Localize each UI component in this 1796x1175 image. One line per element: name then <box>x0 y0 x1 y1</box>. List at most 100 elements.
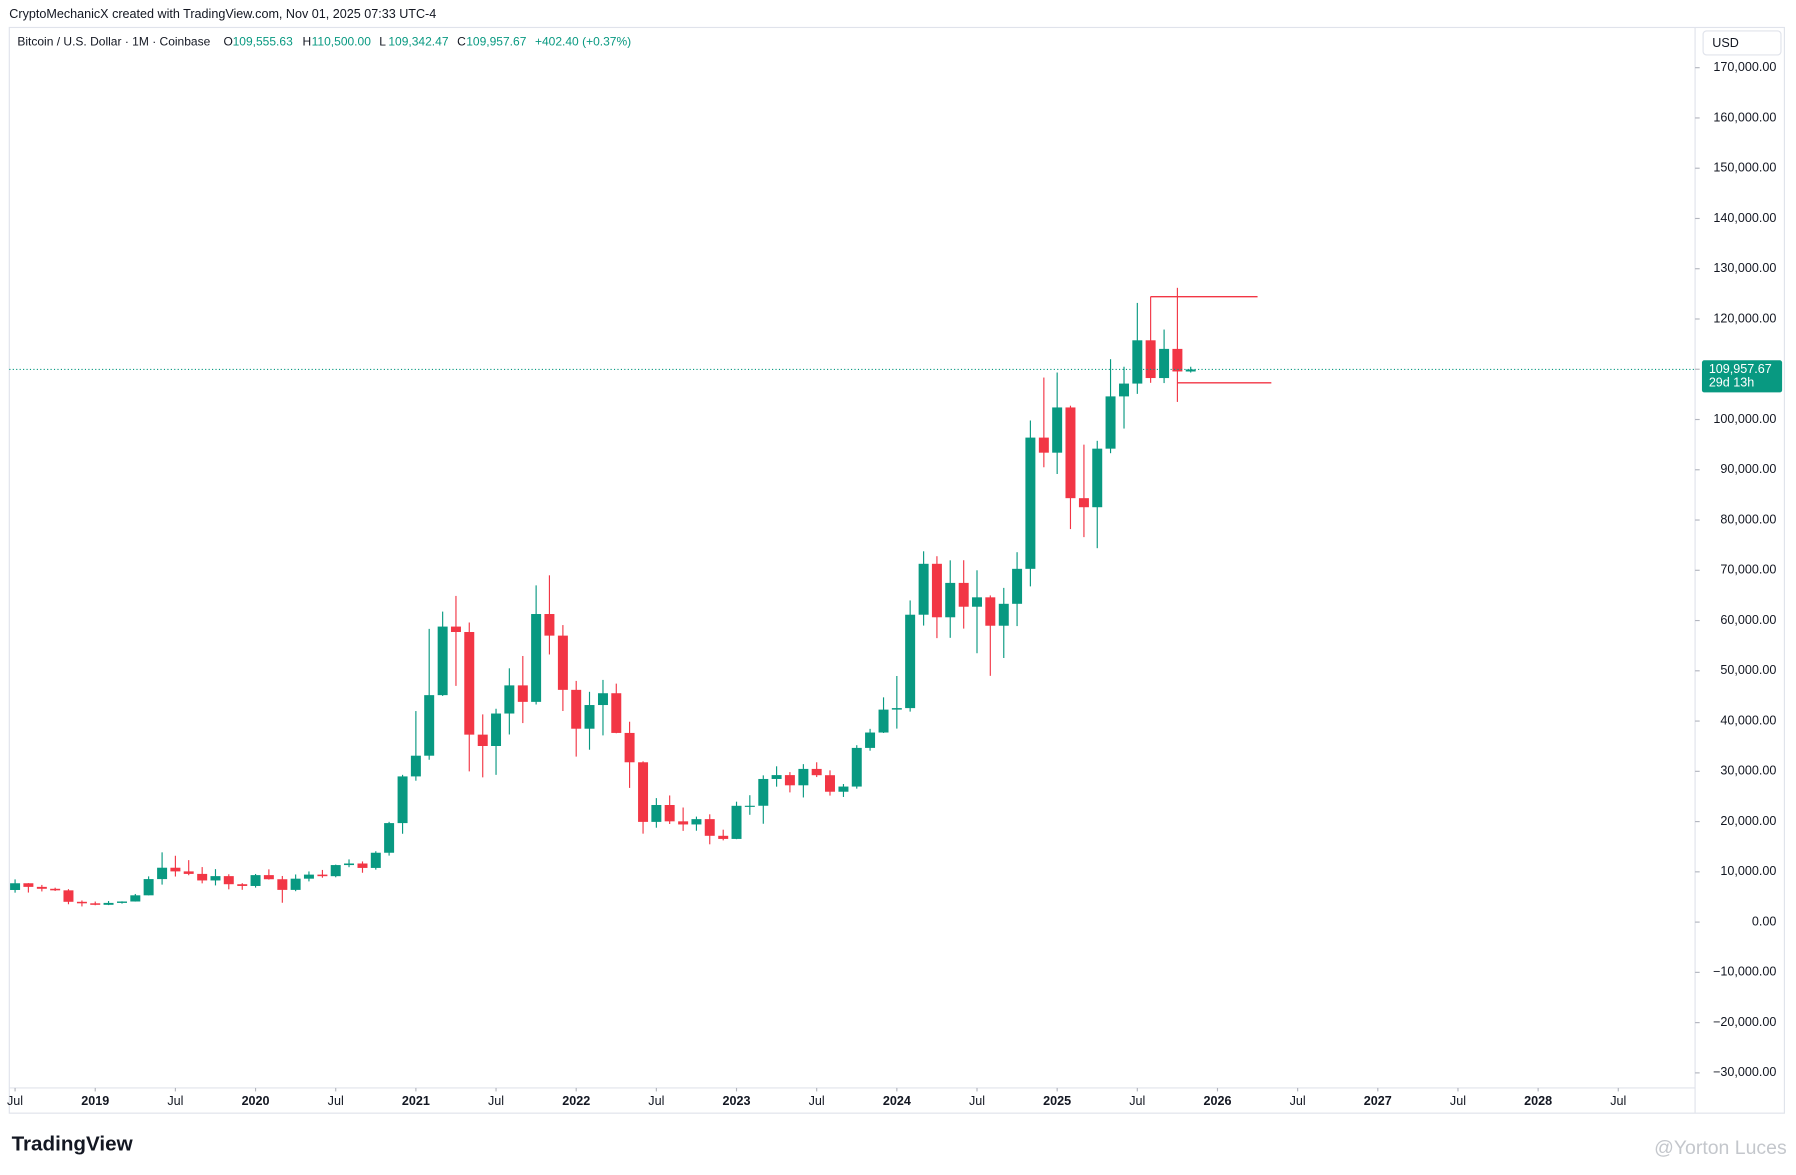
candle-body <box>450 626 461 633</box>
y-tick-label: 0.00 <box>1752 914 1776 928</box>
legend-l: 109,342.47 <box>388 35 448 49</box>
candle-body <box>704 819 715 836</box>
candle-body <box>263 875 274 880</box>
candle-body <box>90 903 101 905</box>
legend-h: 110,500.00 <box>312 35 372 49</box>
candle-body <box>384 823 395 853</box>
candle-body <box>1078 498 1089 508</box>
y-tick-label: 120,000.00 <box>1713 311 1776 325</box>
x-tick-label: 2024 <box>883 1094 911 1108</box>
candle-body <box>918 563 929 615</box>
candle-body <box>250 875 261 886</box>
candle-body <box>317 874 328 877</box>
candle-body <box>1185 369 1196 372</box>
candle-body <box>571 689 582 729</box>
candle-body <box>557 635 568 690</box>
legend-l-label: L <box>379 35 386 49</box>
x-tick-label: 2027 <box>1364 1094 1392 1108</box>
candle-body <box>597 693 608 706</box>
x-tick-label: Jul <box>1610 1094 1626 1108</box>
candle-body <box>197 873 208 881</box>
candle-body <box>638 762 649 822</box>
legend-o-label: O <box>223 35 232 49</box>
candle-body <box>758 778 769 806</box>
legend-change: +402.40 (+0.37%) <box>535 35 631 49</box>
candle-body <box>611 693 622 733</box>
candle-body <box>972 597 982 607</box>
candle-body <box>290 878 301 890</box>
x-tick-label: Jul <box>648 1094 664 1108</box>
candle-body <box>183 871 194 874</box>
candle-body <box>731 805 742 839</box>
candle-body <box>130 895 141 902</box>
candle-body <box>851 747 862 787</box>
candle-body <box>410 755 421 777</box>
x-tick-label: Jul <box>167 1094 183 1108</box>
candle-body <box>143 879 154 896</box>
candle-body <box>584 705 595 729</box>
y-tick-label: 40,000.00 <box>1720 713 1776 727</box>
candle-body <box>1172 348 1183 372</box>
y-tick-label: 50,000.00 <box>1720 663 1776 677</box>
legend-o: 109,555.63 <box>233 35 293 49</box>
candle-body <box>784 775 795 786</box>
y-tick-label: 130,000.00 <box>1713 261 1776 275</box>
x-tick-label: 2023 <box>723 1094 751 1108</box>
x-tick-label: 2022 <box>562 1094 590 1108</box>
candle-body <box>1065 407 1076 499</box>
candle-body <box>491 713 502 746</box>
x-tick-label: Jul <box>1129 1094 1145 1108</box>
x-tick-label: 2020 <box>242 1094 270 1108</box>
x-tick-label: Jul <box>488 1094 504 1108</box>
candle-body <box>718 835 729 839</box>
y-tick-label: 10,000.00 <box>1720 864 1776 878</box>
y-tick-label: 100,000.00 <box>1713 412 1776 426</box>
candle-body <box>477 734 488 746</box>
candle-body <box>811 768 822 776</box>
candle-body <box>344 863 355 866</box>
currency[interactable]: USD <box>1712 36 1739 50</box>
candle-body <box>23 883 34 887</box>
candle-body <box>931 563 942 618</box>
candle-body <box>210 876 221 881</box>
candle-body <box>1132 340 1143 384</box>
y-tick-label: 160,000.00 <box>1713 110 1776 124</box>
y-tick-label: 90,000.00 <box>1720 462 1776 476</box>
candle-body <box>223 876 234 885</box>
y-tick-label: 20,000.00 <box>1720 814 1776 828</box>
candle-body <box>691 819 702 825</box>
candle-body <box>237 884 248 886</box>
candle-body <box>277 879 288 890</box>
watermark: @Yorton Luces <box>1654 1137 1787 1159</box>
legend-h-label: H <box>302 35 311 49</box>
candle-body <box>50 888 61 891</box>
candle-body <box>1145 340 1156 379</box>
candle-body <box>678 821 689 825</box>
candle-body <box>103 902 114 905</box>
candle-body <box>651 805 662 822</box>
x-tick-label: 2025 <box>1043 1094 1071 1108</box>
candle-body <box>664 805 675 822</box>
y-tick-label: 60,000.00 <box>1720 613 1776 627</box>
y-tick-label: 80,000.00 <box>1720 512 1776 526</box>
y-tick-label: −30,000.00 <box>1713 1065 1776 1079</box>
candle-body <box>1105 396 1116 449</box>
y-tick-label: −10,000.00 <box>1713 965 1776 979</box>
candle-body <box>1159 348 1170 379</box>
candle-body <box>771 775 782 779</box>
x-tick-label: Jul <box>7 1094 23 1108</box>
x-tick-label: Jul <box>1290 1094 1306 1108</box>
candle-body <box>1119 383 1130 397</box>
candle-body <box>1052 407 1063 453</box>
currency-box[interactable] <box>1702 30 1782 56</box>
candle-body <box>945 582 956 618</box>
x-tick-label: Jul <box>328 1094 344 1108</box>
candle-body <box>798 768 809 786</box>
candle-body <box>878 709 889 733</box>
symbol: Bitcoin / U.S. Dollar · 1M · Coinbase <box>17 35 210 49</box>
x-tick-label: Jul <box>1450 1094 1466 1108</box>
candle-body <box>63 890 74 902</box>
